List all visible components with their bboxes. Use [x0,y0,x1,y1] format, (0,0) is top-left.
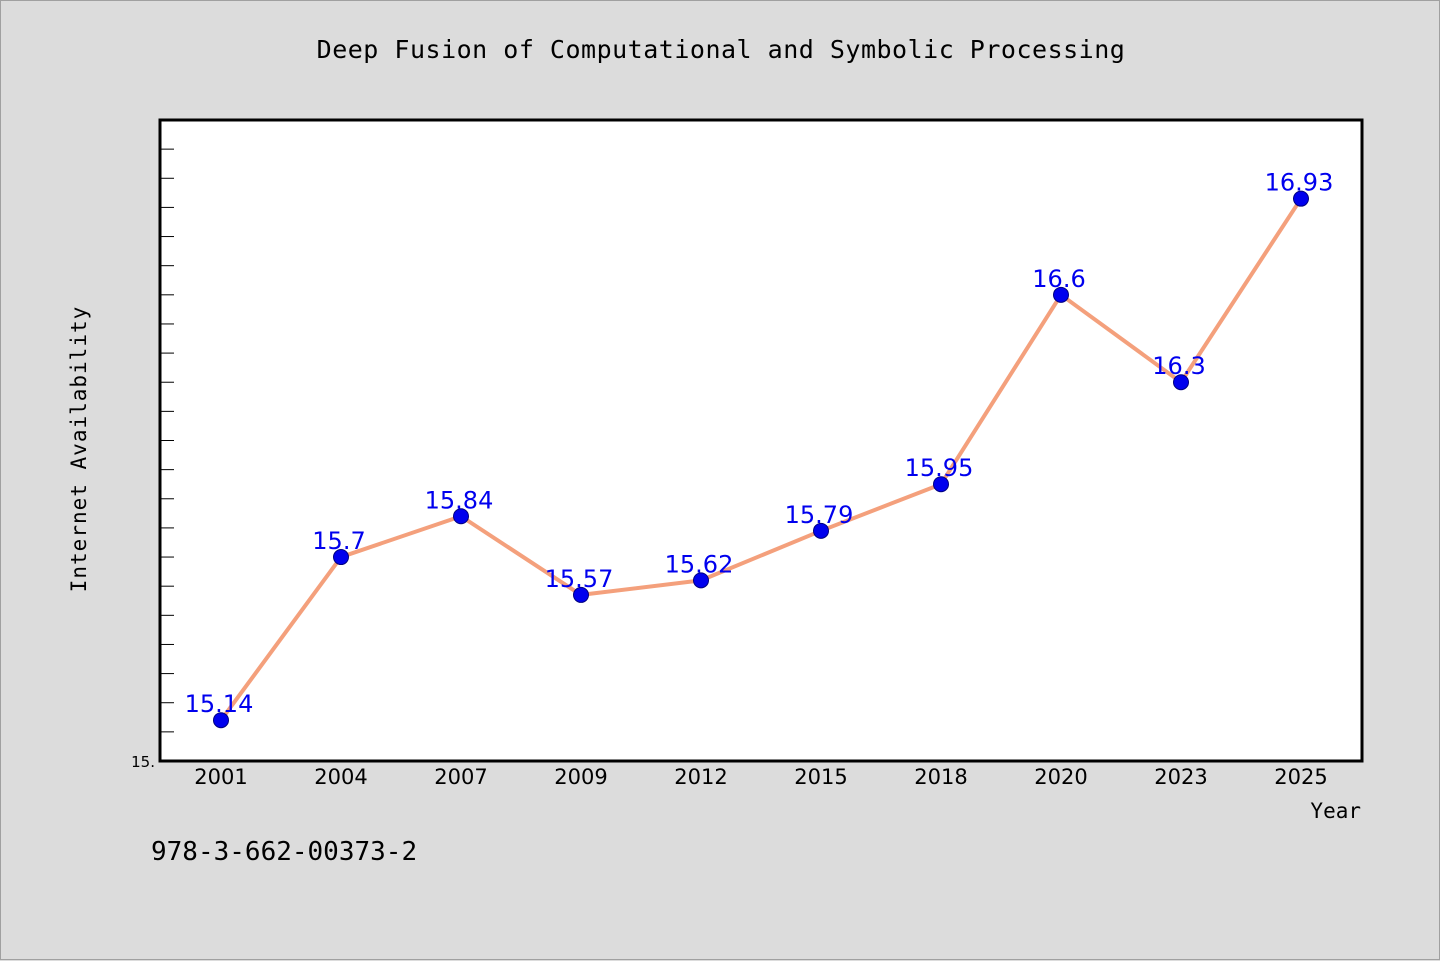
x-tick-label: 2009 [554,765,607,789]
x-tick-label: 2020 [1034,765,1087,789]
data-label: 15.62 [665,550,734,578]
series-line [219,196,1303,723]
x-tick-label: 2023 [1154,765,1207,789]
data-label: 15.14 [185,690,254,718]
data-points [213,190,1309,729]
data-label: 15.84 [425,486,494,514]
data-point [573,586,589,603]
chart-title: Deep Fusion of Computational and Symboli… [316,35,1126,64]
x-tick-label: 2025 [1274,765,1327,789]
data-label: 16.93 [1265,169,1334,197]
data-label: 15.95 [905,454,974,482]
x-tick-label: 2007 [434,765,487,789]
data-labels: 15.14 15.7 15.84 15.57 15.62 15.79 15.95 16.6 16… [185,169,1334,719]
plot-area [158,118,1364,763]
x-tick-label: 2018 [914,765,967,789]
data-label: 15.57 [545,565,614,593]
y-axis-ticks [160,148,174,733]
x-tick-label: 2001 [194,765,247,789]
data-point [453,508,469,525]
data-point [1293,190,1309,207]
data-point [333,549,349,566]
footer-code: 978-3-662-00373-2 [151,837,418,867]
x-axis-label: Year [1310,799,1361,823]
data-label: 16.6 [1032,265,1085,293]
data-point [693,572,709,589]
data-label: 15.7 [312,527,365,555]
x-axis-ticks: 2001 2004 2007 2009 2012 2015 2018 2020 2023 2025 [194,765,1327,789]
x-tick-label: 2004 [314,765,367,789]
x-tick-label: 2012 [674,765,727,789]
data-point [813,522,829,539]
data-point [1053,286,1069,303]
data-point [1173,374,1189,391]
x-tick-label: 2015 [794,765,847,789]
data-point [933,476,949,493]
data-point [213,712,229,729]
y-tick-label: 15. [131,753,155,771]
data-label: 15.79 [785,501,854,529]
data-label: 16.3 [1152,352,1205,380]
